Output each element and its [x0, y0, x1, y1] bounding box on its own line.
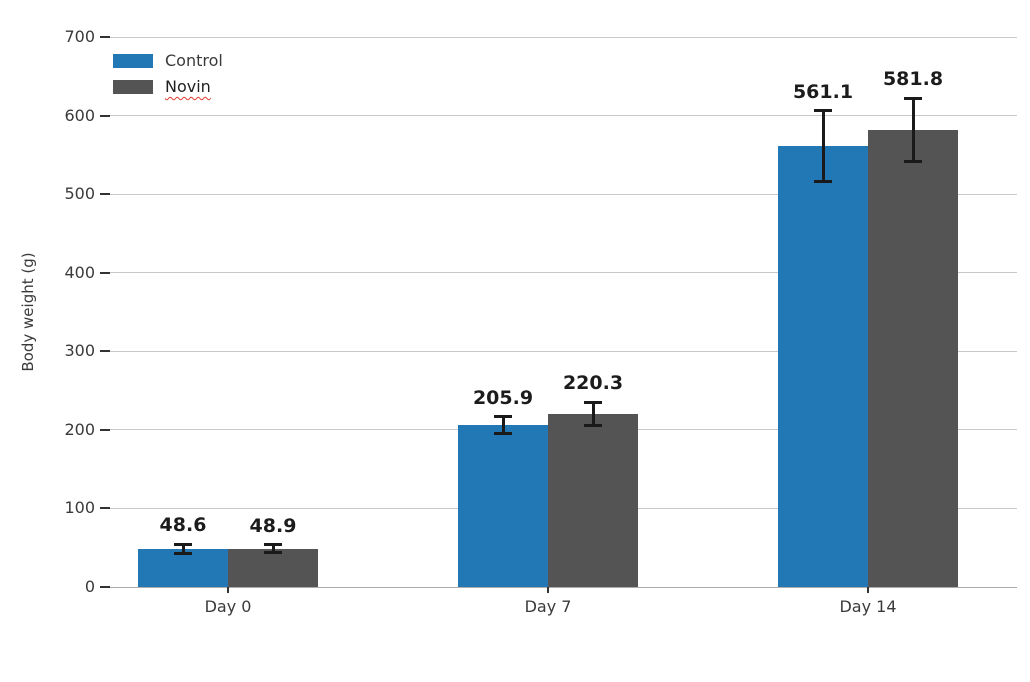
gridline-600 [110, 115, 1017, 117]
bar-control-day-0 [138, 548, 228, 587]
error-bar-novin-day-14 [911, 98, 915, 162]
value-label-control-day-14: 561.1 [792, 80, 854, 103]
gridline-400 [110, 272, 1017, 274]
error-bar-cap-bottom-control-day-14 [814, 179, 832, 183]
x-tick-label-day-14: Day 14 [839, 597, 897, 616]
error-bar-cap-top-control-day-7 [494, 415, 512, 419]
bar-control-day-7 [458, 425, 548, 587]
y-tick-label-600: 600 [64, 105, 95, 125]
bar-novin-day-14 [868, 129, 958, 587]
y-tick-label-500: 500 [64, 184, 95, 204]
y-tick-label-0: 0 [84, 577, 95, 596]
x-tick-label-day-0: Day 0 [204, 597, 252, 616]
error-bar-cap-bottom-novin-day-7 [584, 424, 602, 428]
error-bar-cap-bottom-control-day-7 [494, 432, 512, 436]
bar-control-day-14 [778, 146, 868, 587]
error-bar-cap-top-control-day-0 [174, 542, 192, 546]
y-axis-tick-700 [100, 36, 110, 38]
y-tick-label-100: 100 [64, 498, 95, 518]
error-bar-control-day-7 [501, 416, 505, 434]
y-tick-label-400: 400 [64, 262, 95, 282]
legend-label-novin: Novin [165, 77, 211, 96]
y-tick-label-700: 700 [64, 27, 95, 46]
value-label-novin-day-7: 220.3 [562, 372, 624, 395]
legend-swatch-control-icon [113, 54, 153, 68]
error-bar-cap-top-novin-day-7 [584, 400, 602, 404]
value-label-control-day-7: 205.9 [472, 386, 534, 409]
x-axis-tick-day-7 [547, 587, 549, 593]
x-axis-tick-day-14 [867, 587, 869, 593]
x-tick-label-day-7: Day 7 [524, 597, 572, 616]
error-bar-cap-bottom-novin-day-14 [904, 159, 922, 163]
y-tick-label-300: 300 [64, 341, 95, 361]
y-tick-label-200: 200 [64, 419, 95, 439]
legend-label-control: Control [165, 51, 223, 70]
error-bar-cap-bottom-control-day-0 [174, 551, 192, 555]
x-axis-tick-day-0 [227, 587, 229, 593]
gridline-0 [110, 586, 1017, 588]
legend-swatch-novin-icon [113, 80, 153, 94]
y-axis-tick-300 [100, 350, 110, 353]
gridline-700 [110, 36, 1017, 38]
legend-item-control: Control [113, 52, 223, 70]
value-label-control-day-0: 48.6 [159, 514, 207, 537]
error-bar-novin-day-7 [591, 402, 595, 426]
error-bar-control-day-14 [821, 110, 825, 182]
value-label-novin-day-14: 581.8 [882, 68, 944, 91]
y-axis-tick-600 [100, 114, 110, 117]
y-axis-tick-200 [100, 428, 110, 431]
error-bar-cap-top-control-day-14 [814, 109, 832, 113]
error-bar-novin-day-0 [271, 544, 275, 553]
bar-novin-day-7 [548, 413, 638, 587]
error-bar-cap-top-novin-day-0 [264, 543, 282, 547]
y-axis-tick-400 [100, 271, 110, 274]
y-axis-tick-500 [100, 193, 110, 196]
legend: Control Novin [113, 52, 223, 104]
bar-novin-day-0 [228, 548, 318, 587]
y-axis-tick-0 [100, 586, 110, 588]
legend-item-novin: Novin [113, 78, 223, 96]
error-bar-cap-bottom-novin-day-0 [264, 551, 282, 554]
error-bar-cap-top-novin-day-14 [904, 96, 922, 100]
y-axis-tick-100 [100, 507, 110, 510]
gridline-300 [110, 350, 1017, 352]
value-label-novin-day-0: 48.9 [249, 514, 297, 537]
error-bar-control-day-0 [181, 544, 185, 554]
gridline-500 [110, 193, 1017, 195]
